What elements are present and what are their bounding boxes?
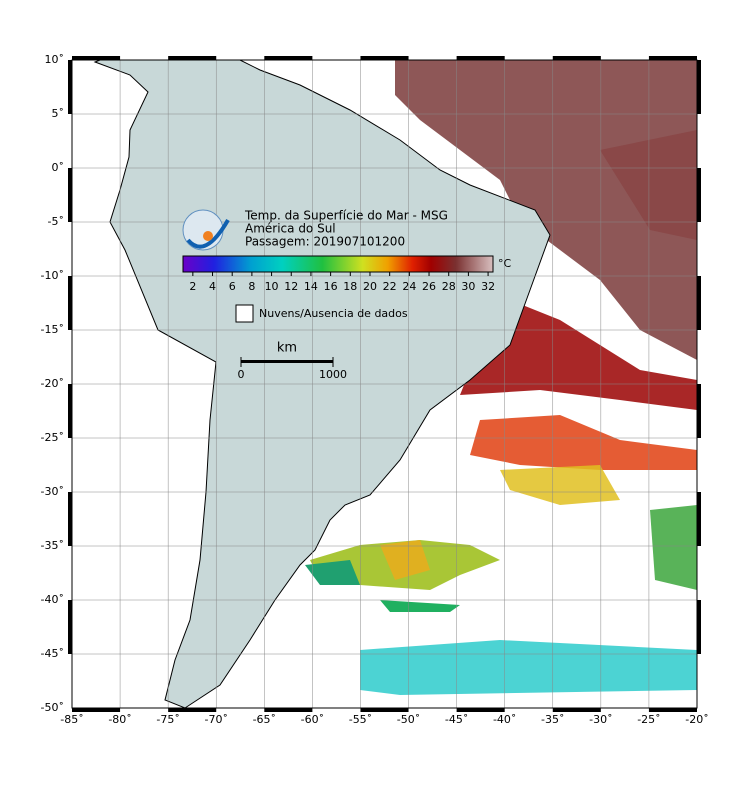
frame-segment: [697, 276, 701, 330]
frame-segment: [360, 708, 409, 712]
y-tick-label: -50˚: [41, 701, 64, 714]
title: Temp. da Superfície do Mar - MSG: [244, 209, 448, 223]
colorbar-tick-label: 26: [422, 280, 436, 293]
legend-label: Nuvens/Ausencia de dados: [259, 307, 408, 320]
frame-segment: [648, 56, 697, 60]
scale-tick-label: 0: [238, 368, 245, 381]
colorbar-tick-label: 14: [304, 280, 318, 293]
x-tick-label: -50˚: [397, 713, 420, 726]
inpe-logo: [182, 209, 230, 251]
colorbar-tick-label: 10: [265, 280, 279, 293]
frame-segment: [68, 492, 72, 546]
sst-patch: [395, 60, 697, 360]
scale-tick-label: 1000: [319, 368, 347, 381]
logo-arrow: [186, 219, 230, 249]
colorbar-tick-label: 12: [284, 280, 298, 293]
x-tick-label: -25˚: [637, 713, 660, 726]
x-tick-label: -30˚: [589, 713, 612, 726]
colorbar-tick-label: 30: [461, 280, 475, 293]
x-tick-label: -20˚: [685, 713, 708, 726]
x-tick-label: -75˚: [156, 713, 179, 726]
frame-segment: [552, 708, 601, 712]
y-tick-label: -45˚: [41, 647, 64, 660]
x-tick-label: -80˚: [108, 713, 131, 726]
sst-patch: [460, 300, 697, 410]
frame-segment: [68, 600, 72, 654]
frame-segment: [552, 56, 601, 60]
y-tick-label: 0˚: [52, 161, 65, 174]
frame-segment: [264, 708, 313, 712]
frame-segment: [68, 60, 72, 114]
frame-segment: [168, 56, 217, 60]
x-tick-label: -35˚: [541, 713, 564, 726]
frame-segment: [697, 492, 701, 546]
frame-segment: [648, 708, 697, 712]
frame-segment: [456, 708, 505, 712]
sst-patch: [500, 465, 620, 505]
y-tick-label: -25˚: [41, 431, 64, 444]
sst-patch: [600, 130, 697, 240]
y-tick-label: -20˚: [41, 377, 64, 390]
y-tick-label: -35˚: [41, 539, 64, 552]
colorbar-tick-label: 20: [363, 280, 377, 293]
region: América do Sul: [245, 222, 336, 236]
frame-segment: [697, 384, 701, 438]
y-tick-label: 10˚: [45, 53, 65, 66]
colorbar-tick-label: 22: [383, 280, 397, 293]
frame-segment: [68, 168, 72, 222]
y-tick-label: 5˚: [52, 107, 65, 120]
x-tick-label: -55˚: [349, 713, 372, 726]
sst-patch: [380, 600, 460, 612]
sst-patch: [305, 560, 360, 585]
frame-segment: [72, 56, 121, 60]
frame-segment: [456, 56, 505, 60]
colorbar-tick-label: 18: [343, 280, 357, 293]
scale-line: [241, 360, 333, 363]
colorbar-tick-label: 28: [442, 280, 456, 293]
frame-segment: [697, 168, 701, 222]
scale-bar: 0 1000: [238, 357, 347, 381]
y-tick-label: -5˚: [48, 215, 64, 228]
x-tick-label: -70˚: [204, 713, 227, 726]
colorbar-tick-label: 32: [481, 280, 495, 293]
colorbar: [182, 255, 494, 273]
frame-segment: [68, 384, 72, 438]
x-tick-label: -60˚: [301, 713, 324, 726]
scale-unit: km: [277, 341, 297, 356]
sst-patch: [360, 640, 697, 695]
frame-segment: [697, 600, 701, 654]
pass-time: Passagem: 201907101200: [245, 235, 405, 249]
colorbar-tick-label: 6: [229, 280, 236, 293]
colorbar-unit: °C: [498, 257, 512, 270]
frame-segment: [697, 60, 701, 114]
y-tick-label: -30˚: [41, 485, 64, 498]
x-tick-label: -45˚: [445, 713, 468, 726]
colorbar-tick-label: 2: [189, 280, 196, 293]
colorbar-tick-label: 4: [209, 280, 216, 293]
colorbar-tick-label: 16: [324, 280, 338, 293]
frame-segment: [68, 276, 72, 330]
colorbar-tick-label: 24: [402, 280, 416, 293]
logo-dot: [203, 231, 213, 241]
x-tick-label: -65˚: [253, 713, 276, 726]
logo-globe: [182, 209, 224, 251]
x-tick-label: -85˚: [60, 713, 83, 726]
x-tick-label: -40˚: [493, 713, 516, 726]
sst-patch: [650, 505, 697, 590]
sst-imagery: [305, 60, 697, 695]
frame-segment: [72, 708, 121, 712]
frame-segment: [168, 708, 217, 712]
frame-segment: [264, 56, 313, 60]
frame-segment: [360, 56, 409, 60]
y-tick-label: -10˚: [41, 269, 64, 282]
legend-swatch: [235, 304, 254, 323]
colorbar-tick-label: 8: [248, 280, 255, 293]
y-tick-label: -40˚: [41, 593, 64, 606]
sst-patch: [380, 540, 430, 580]
sst-patch: [470, 415, 697, 470]
y-tick-label: -15˚: [41, 323, 64, 336]
